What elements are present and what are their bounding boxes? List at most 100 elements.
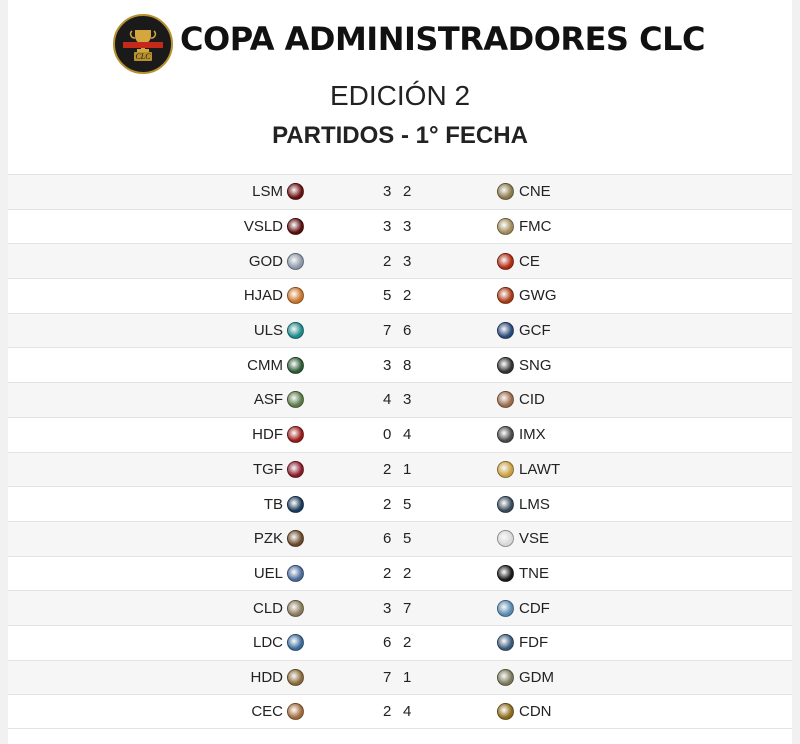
- away-team-crest-icon: [497, 668, 514, 686]
- away-team-crest-icon: [497, 634, 514, 652]
- away-team-name: CE: [519, 252, 540, 270]
- home-score: 3: [383, 599, 392, 617]
- home-score: 2: [383, 252, 392, 270]
- home-team-name: UEL: [253, 564, 283, 582]
- home-team-crest-icon: [287, 252, 304, 270]
- away-team: CDF: [497, 591, 550, 625]
- page-card: CLC COPA ADMINISTRADORES CLC EDICIÓN 2 P…: [8, 0, 792, 744]
- home-team-name: CMM: [247, 356, 283, 374]
- match-row: LSM 3 2 CNE: [8, 174, 792, 209]
- match-row: HJAD 5 2 GWG: [8, 278, 792, 313]
- home-team-name: LDC: [252, 634, 283, 652]
- home-team-name: LSM: [252, 183, 283, 201]
- section-heading: PARTIDOS - 1° FECHA: [272, 122, 528, 149]
- away-team-crest-icon: [497, 391, 514, 409]
- away-team-crest-icon: [497, 322, 514, 340]
- away-team-name: IMX: [519, 426, 546, 444]
- match-row: ASF 4 3 CID: [8, 382, 792, 417]
- away-team-crest-icon: [497, 530, 514, 548]
- match-row: VSLD 3 3 FMC: [8, 208, 792, 244]
- header: CLC COPA ADMINISTRADORES CLC EDICIÓN 2 P…: [8, 0, 792, 174]
- home-team-crest-icon: [287, 495, 304, 513]
- match-row: TB 2 5 LMS: [8, 486, 792, 521]
- match-row: GOD 2 3 CE: [8, 243, 792, 279]
- match-row: LDC 6 2 FDF: [8, 624, 792, 660]
- home-score: 3: [383, 183, 392, 201]
- copa-logo-icon: CLC: [113, 14, 173, 74]
- home-team-crest-icon: [287, 391, 304, 409]
- home-team: HDD: [251, 661, 304, 695]
- home-team-crest-icon: [287, 287, 304, 305]
- away-team-name: LAWT: [519, 460, 561, 478]
- away-team-name: CNE: [519, 183, 551, 201]
- away-team: FMC: [497, 210, 552, 244]
- home-team: VSLD: [244, 210, 304, 244]
- home-team-name: ASF: [253, 391, 283, 409]
- away-score: 3: [403, 218, 412, 236]
- away-team-crest-icon: [497, 599, 514, 617]
- home-team-crest-icon: [287, 426, 304, 444]
- away-score: 6: [403, 322, 412, 340]
- home-score: 2: [383, 460, 392, 478]
- away-team-name: FMC: [519, 218, 552, 236]
- home-score: 3: [383, 218, 392, 236]
- away-team: CE: [497, 244, 540, 278]
- away-team-crest-icon: [497, 287, 514, 305]
- home-team-crest-icon: [287, 634, 304, 652]
- match-row: ULS 7 6 GCF: [8, 312, 792, 348]
- away-score: 2: [403, 564, 412, 582]
- away-team: LMS: [497, 487, 550, 521]
- match-row: HDD 7 1 GDM: [8, 659, 792, 695]
- home-score: 6: [383, 634, 392, 652]
- away-team-crest-icon: [497, 356, 514, 374]
- home-team-crest-icon: [287, 668, 304, 686]
- away-team-name: CID: [519, 391, 545, 409]
- home-team: LSM: [252, 175, 304, 209]
- match-row: CEC 2 4 CDN: [8, 694, 792, 729]
- away-score: 4: [403, 703, 412, 721]
- away-score: 2: [403, 287, 412, 305]
- away-team: VSE: [497, 522, 549, 556]
- away-score: 3: [403, 391, 412, 409]
- away-team: SNG: [497, 348, 552, 382]
- home-team: PZK: [254, 522, 304, 556]
- away-team-crest-icon: [497, 252, 514, 270]
- away-team-name: SNG: [519, 356, 552, 374]
- away-team: GWG: [497, 279, 557, 313]
- away-team-name: GCF: [519, 322, 551, 340]
- away-team-crest-icon: [497, 495, 514, 513]
- svg-text:CLC: CLC: [135, 52, 151, 61]
- away-team-crest-icon: [497, 426, 514, 444]
- match-row: PZK 6 5 VSE: [8, 520, 792, 556]
- home-team-name: ULS: [253, 322, 283, 340]
- home-team: CMM: [247, 348, 304, 382]
- home-score: 7: [383, 322, 392, 340]
- home-team: CEC: [251, 695, 304, 728]
- away-score: 4: [403, 426, 412, 444]
- home-team-name: HDF: [252, 426, 283, 444]
- away-team: IMX: [497, 418, 546, 452]
- home-team: GOD: [249, 244, 304, 278]
- home-score: 5: [383, 287, 392, 305]
- home-score: 0: [383, 426, 392, 444]
- away-team-name: CDN: [519, 703, 552, 721]
- away-team-crest-icon: [497, 460, 514, 478]
- away-team: GDM: [497, 661, 554, 695]
- away-team-name: TNE: [519, 564, 549, 582]
- home-team-name: TB: [263, 495, 283, 513]
- home-team-crest-icon: [287, 564, 304, 582]
- home-team-name: PZK: [253, 530, 283, 548]
- away-score: 7: [403, 599, 412, 617]
- home-team: HJAD: [244, 279, 304, 313]
- home-team-crest-icon: [287, 460, 304, 478]
- away-team-name: GDM: [519, 668, 554, 686]
- home-score: 6: [383, 530, 392, 548]
- home-team-name: CEC: [251, 703, 283, 721]
- home-team: ULS: [254, 314, 304, 348]
- away-team: LAWT: [497, 453, 560, 487]
- away-team-crest-icon: [497, 183, 514, 201]
- away-team: CID: [497, 383, 545, 417]
- home-team-crest-icon: [287, 356, 304, 374]
- home-team-crest-icon: [287, 183, 304, 201]
- away-team: CNE: [497, 175, 551, 209]
